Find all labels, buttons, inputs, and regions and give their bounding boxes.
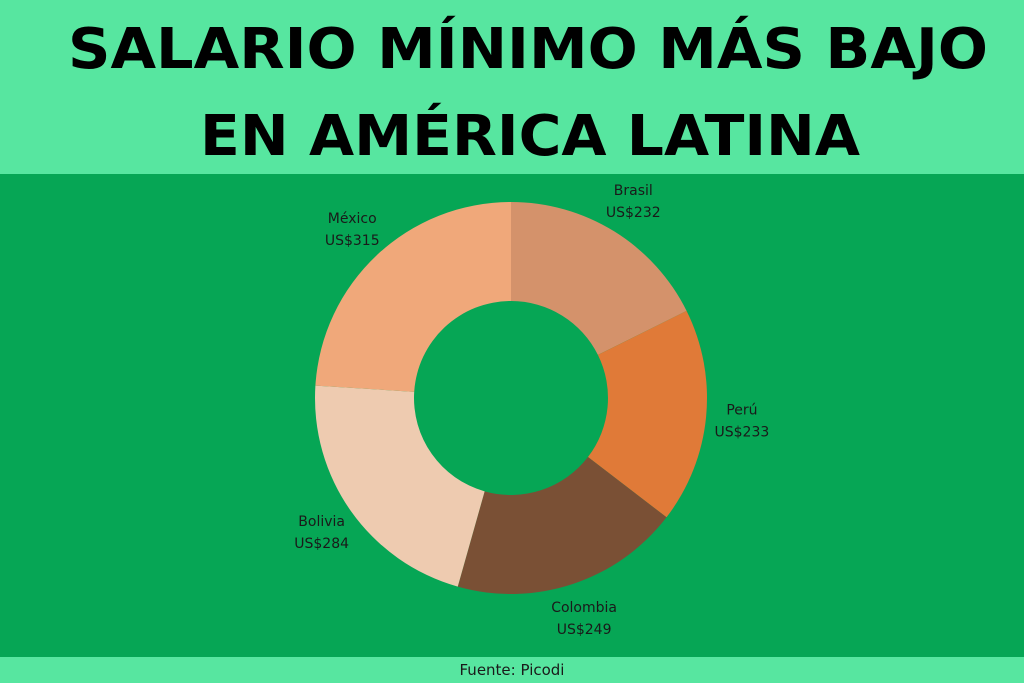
header-band — [0, 0, 1024, 174]
donut-segment — [315, 202, 511, 392]
chart-title: EN AMÉRICA LATINA — [200, 103, 861, 169]
value-label: US$232 — [606, 205, 661, 221]
chart-title: SALARIO MÍNIMO MÁS BAJO — [68, 16, 988, 82]
donut-segment — [457, 457, 667, 594]
donut-segment — [587, 310, 707, 518]
segment-label: México — [328, 211, 377, 227]
value-label: US$233 — [715, 424, 770, 440]
donut-segment — [511, 202, 687, 355]
segment-label: Perú — [726, 402, 757, 418]
segment-label: Bolivia — [298, 514, 345, 530]
footer-band — [0, 657, 1024, 683]
value-label: US$284 — [294, 536, 349, 552]
donut-segment — [315, 385, 485, 587]
segment-label: Brasil — [614, 183, 653, 199]
value-label: US$249 — [557, 622, 612, 638]
segment-label: Colombia — [551, 600, 617, 616]
value-label: US$315 — [325, 233, 380, 249]
source-note: Fuente: Picodi — [460, 661, 565, 679]
